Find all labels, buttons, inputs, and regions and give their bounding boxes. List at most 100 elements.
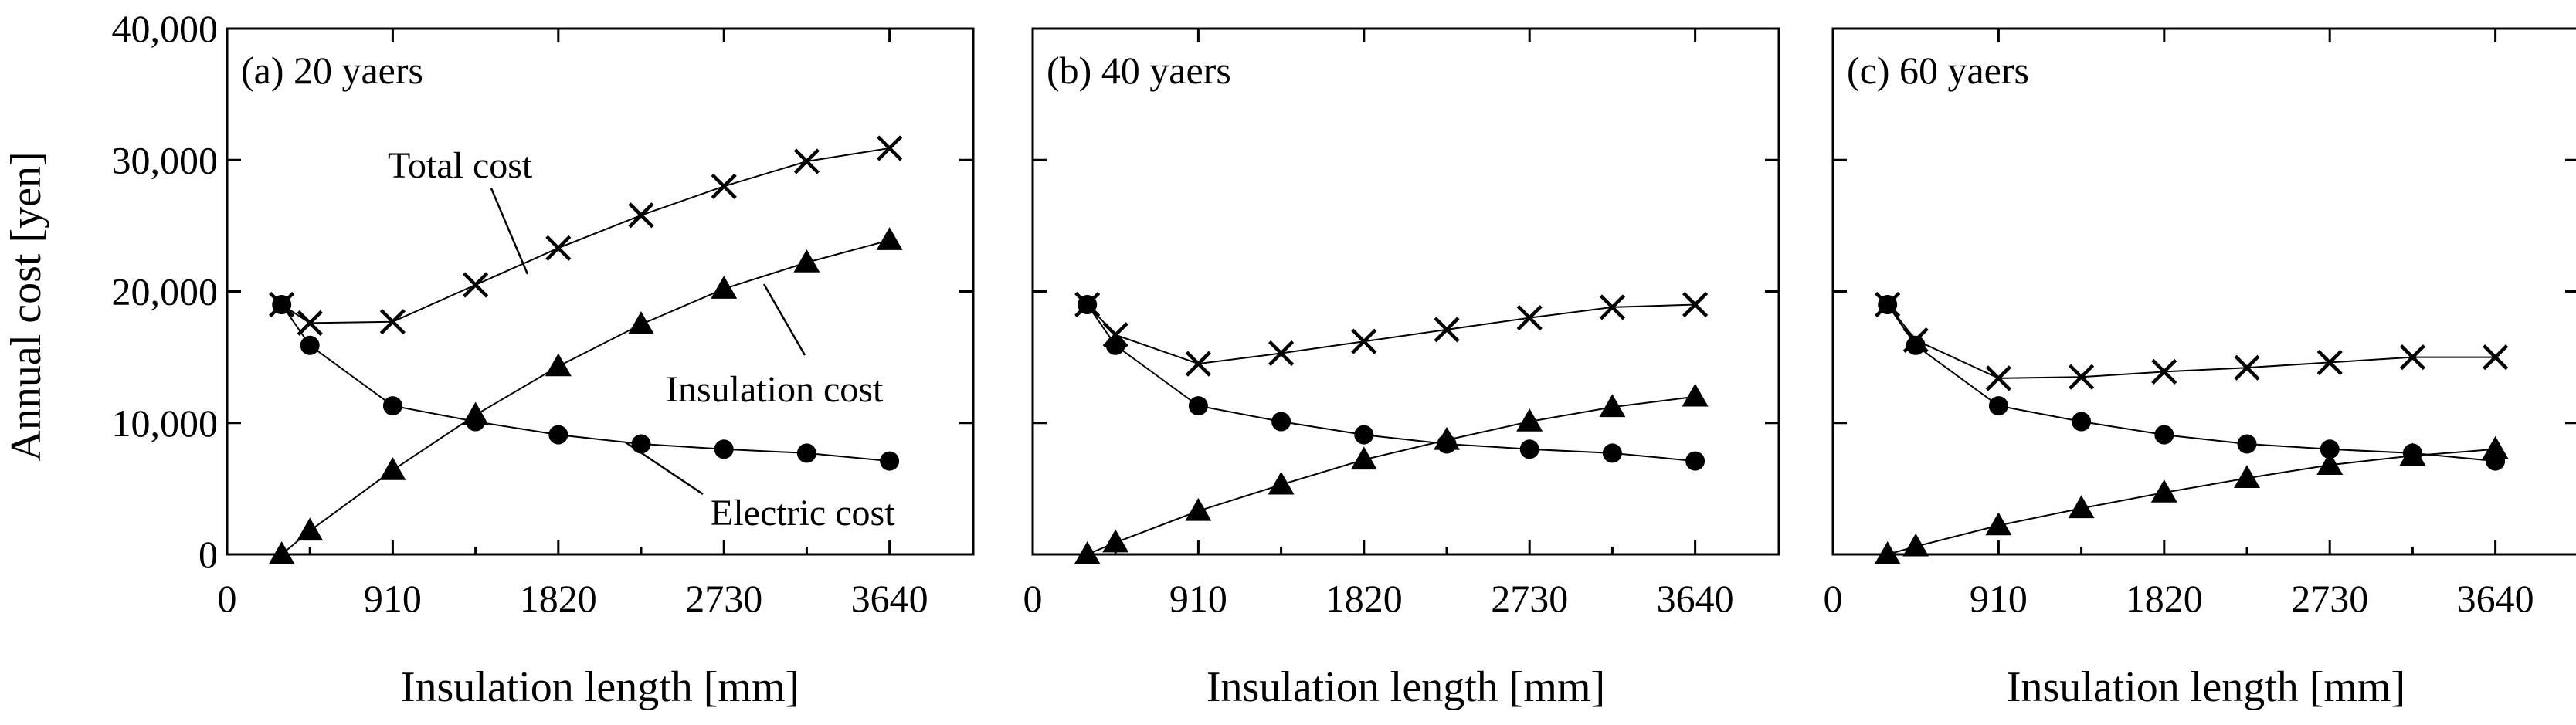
data-point-circle-marker xyxy=(2486,451,2506,471)
data-point-circle-marker xyxy=(1878,295,1898,315)
data-point-x-marker xyxy=(1516,304,1543,331)
chart-panels: 0 910 1820 2730 3640 0 10,000 20,000 30,000 40,00… xyxy=(112,7,2576,711)
data-point-circle-marker xyxy=(880,451,900,471)
data-point-x-marker xyxy=(2151,358,2177,385)
data-point-circle-marker xyxy=(631,434,651,454)
data-point-triangle-marker xyxy=(1185,497,1212,521)
data-point-circle-marker xyxy=(714,439,734,459)
x-axis-label: Insulation length [mm] xyxy=(401,663,799,711)
data-point-x-marker xyxy=(545,235,572,261)
data-point-triangle-marker xyxy=(1902,533,1929,557)
data-point-x-marker xyxy=(2399,344,2426,371)
plot-frame xyxy=(1031,27,1780,556)
data-point-triangle-marker xyxy=(1074,541,1101,564)
data-point-x-marker xyxy=(1268,340,1295,367)
series-line-total xyxy=(281,147,890,324)
annotation-insulation: Insulation cost xyxy=(666,369,884,410)
data-point-triangle-marker xyxy=(2150,479,2177,503)
series-electric xyxy=(1878,295,2506,471)
data-point-triangle-marker xyxy=(297,517,324,541)
series-electric xyxy=(1078,295,1705,471)
y-tick-label: 30,000 xyxy=(112,138,219,181)
data-point-circle-marker xyxy=(1188,396,1208,416)
data-point-x-marker xyxy=(1682,291,1709,318)
data-point-circle-marker xyxy=(1437,434,1457,454)
y-tick-label: 20,000 xyxy=(112,270,219,313)
data-point-x-marker xyxy=(793,148,820,174)
plot-frame xyxy=(1831,27,2576,556)
data-point-circle-marker xyxy=(300,335,320,355)
x-tick-label: 3640 xyxy=(2457,577,2534,620)
panel-c: 0 910 1820 2730 3640 (c) 60 yaers Insulation l… xyxy=(1824,27,2576,711)
x-tick-label: 910 xyxy=(1970,577,2028,620)
data-point-circle-marker xyxy=(2237,434,2257,454)
data-point-circle-marker xyxy=(1602,443,1622,463)
data-point-circle-marker xyxy=(1685,451,1705,471)
series-total xyxy=(1875,291,2509,391)
series-total xyxy=(1074,291,1709,377)
data-point-triangle-marker xyxy=(1102,529,1129,553)
data-point-triangle-marker xyxy=(2316,452,2344,475)
data-point-triangle-marker xyxy=(711,276,738,299)
data-point-circle-marker xyxy=(272,295,292,315)
plot-frame xyxy=(226,27,975,556)
data-point-x-marker xyxy=(711,173,737,199)
panel-title: (a) 20 yaers xyxy=(241,49,423,92)
series-line-electric xyxy=(1086,303,1695,462)
data-point-circle-marker xyxy=(1519,439,1539,459)
annotation-leader-electric xyxy=(625,441,704,496)
data-point-circle-marker xyxy=(2154,425,2174,445)
data-point-circle-marker xyxy=(548,425,568,445)
series-insulation xyxy=(268,227,903,564)
annotation-leader-insulation xyxy=(762,283,806,356)
x-tick-label: 910 xyxy=(364,577,422,620)
annotation-total: Total cost xyxy=(388,145,533,186)
data-point-triangle-marker xyxy=(545,353,572,377)
x-tick-label: 2730 xyxy=(1491,577,1568,620)
data-point-triangle-marker xyxy=(1350,446,1377,470)
x-tick-label: 910 xyxy=(1169,577,1227,620)
x-tick-label: 1820 xyxy=(1325,577,1403,620)
data-point-x-marker xyxy=(463,272,489,298)
data-point-circle-marker xyxy=(1906,335,1926,355)
data-point-x-marker xyxy=(379,309,406,335)
annotation-electric: Electric cost xyxy=(711,493,895,534)
data-point-triangle-marker xyxy=(1516,408,1543,432)
x-axis-label: Insulation length [mm] xyxy=(1207,663,1605,711)
data-point-triangle-marker xyxy=(2482,435,2509,459)
data-point-triangle-marker xyxy=(2068,495,2095,519)
x-tick-label: 2730 xyxy=(2291,577,2368,620)
data-point-circle-marker xyxy=(2402,443,2422,463)
data-point-x-marker xyxy=(628,202,654,229)
data-point-x-marker xyxy=(1185,351,1211,377)
data-point-x-marker xyxy=(297,310,323,336)
data-point-x-marker xyxy=(2234,354,2260,381)
data-point-x-marker xyxy=(1351,328,1377,354)
series-total xyxy=(269,135,903,336)
data-point-circle-marker xyxy=(382,396,402,416)
data-point-circle-marker xyxy=(1078,295,1098,315)
x-tick-label: 3640 xyxy=(851,577,928,620)
data-point-triangle-marker xyxy=(876,227,903,250)
data-point-x-marker xyxy=(1599,294,1626,320)
x-tick-label: 1820 xyxy=(520,577,597,620)
data-point-x-marker xyxy=(2316,349,2343,376)
x-axis-label: Insulation length [mm] xyxy=(2007,663,2405,711)
x-tick-label: 2730 xyxy=(685,577,762,620)
data-point-triangle-marker xyxy=(1682,383,1709,407)
y-tick-label: 40,000 xyxy=(112,7,219,50)
series-line-electric xyxy=(1886,303,2496,462)
x-tick-label: 0 xyxy=(1824,577,1843,620)
panel-title: (c) 60 yaers xyxy=(1847,49,2029,92)
data-point-triangle-marker xyxy=(1268,471,1295,495)
series-line-insulation xyxy=(1087,395,1695,555)
data-point-x-marker xyxy=(2483,344,2509,371)
x-tick-label: 1820 xyxy=(2126,577,2203,620)
data-point-triangle-marker xyxy=(268,541,295,564)
data-point-circle-marker xyxy=(466,412,486,432)
data-point-circle-marker xyxy=(1988,396,2008,416)
data-point-triangle-marker xyxy=(1599,394,1626,418)
data-point-x-marker xyxy=(2069,364,2095,390)
data-point-circle-marker xyxy=(1105,335,1125,355)
